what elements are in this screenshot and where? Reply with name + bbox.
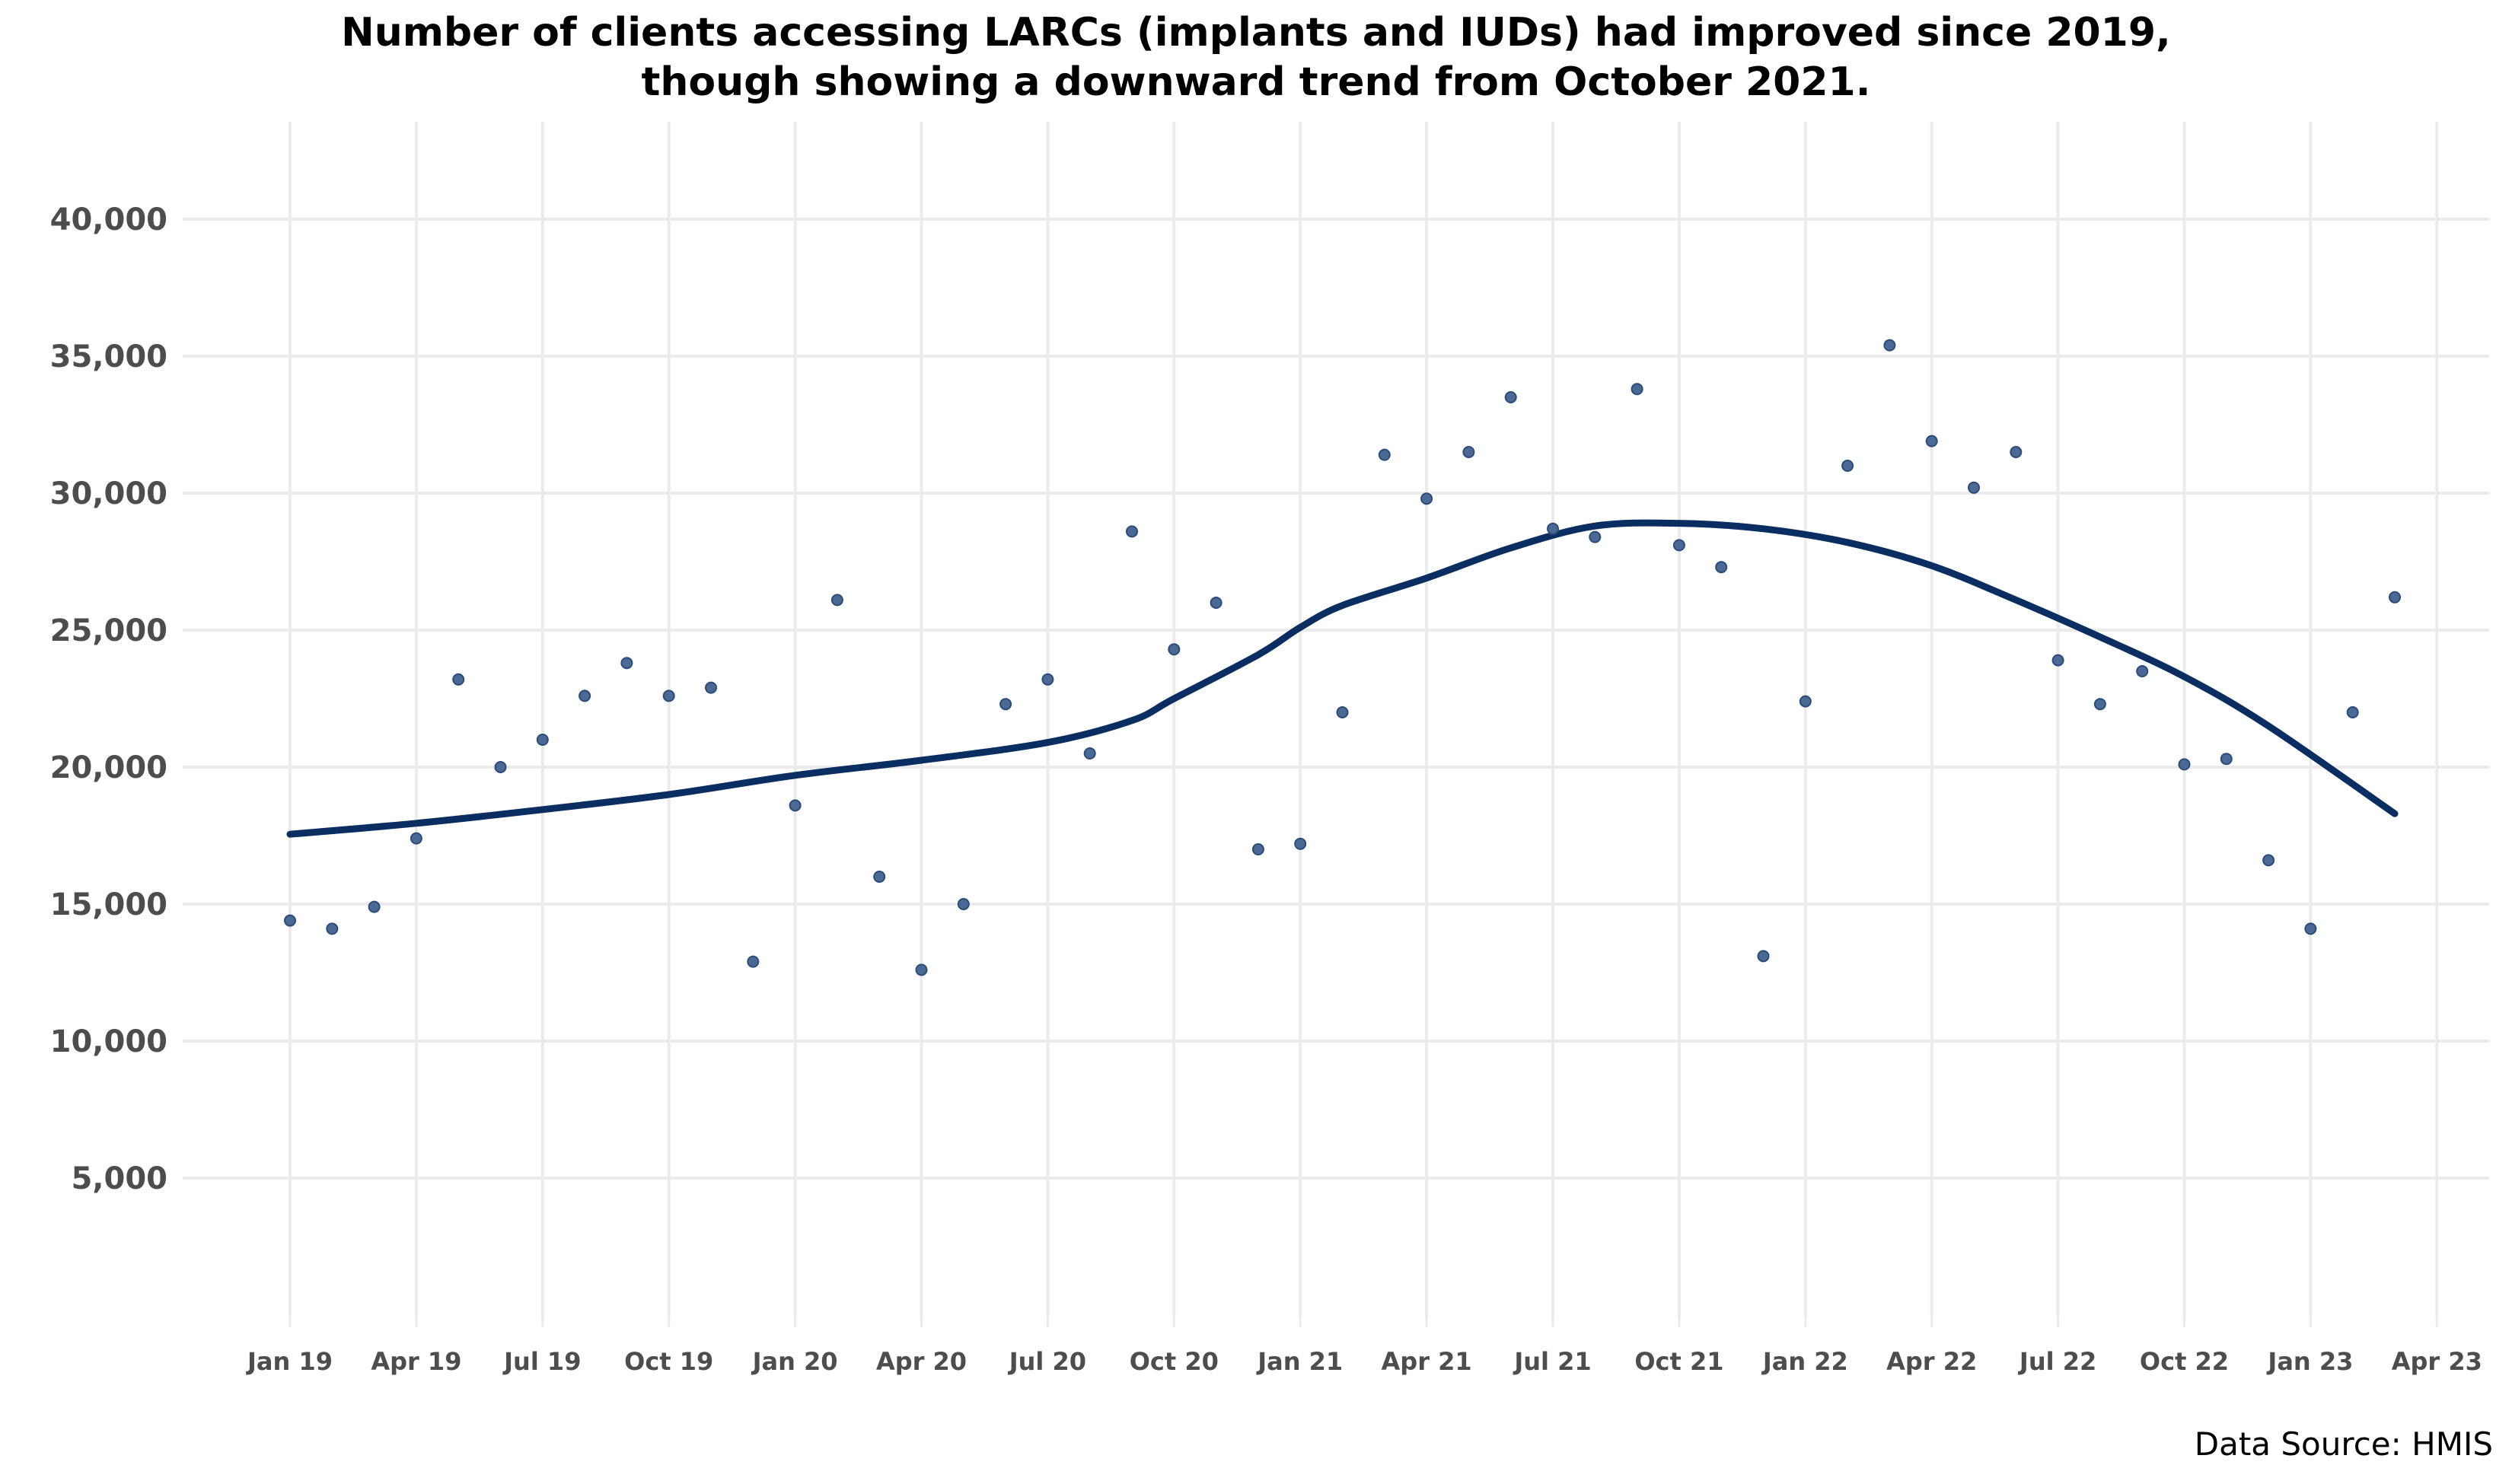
data-point — [830, 594, 843, 607]
data-point — [789, 799, 802, 812]
data-point — [452, 673, 465, 686]
data-point — [1841, 460, 1854, 472]
data-point — [1251, 843, 1264, 855]
data-point — [1210, 597, 1223, 609]
chart-title: Number of clients accessing LARCs (impla… — [341, 10, 2171, 56]
data-point — [1420, 492, 1433, 505]
x-tick-label: Oct 22 — [2140, 1347, 2229, 1376]
data-point — [2304, 922, 2317, 935]
data-point — [2220, 753, 2233, 766]
y-tick-label: 35,000 — [50, 339, 167, 374]
y-tick-label: 30,000 — [50, 476, 167, 511]
x-tick-label: Apr 22 — [1886, 1347, 1977, 1376]
data-point — [1041, 673, 1054, 686]
x-tick-label: Jan 20 — [751, 1347, 838, 1376]
data-source-caption: Data Source: HMIS — [2195, 1425, 2493, 1463]
data-point — [1757, 950, 1770, 963]
data-point — [368, 900, 381, 913]
x-tick-label: Jul 21 — [1513, 1347, 1591, 1376]
data-point — [1631, 383, 1643, 396]
data-point — [2051, 654, 2064, 667]
data-points — [284, 339, 2401, 976]
data-point — [536, 734, 549, 746]
y-tick-label: 5,000 — [71, 1161, 167, 1196]
data-point — [284, 914, 296, 927]
data-point — [1672, 539, 1685, 552]
data-point — [1799, 695, 1812, 708]
y-tick-label: 10,000 — [50, 1024, 167, 1059]
axis-labels: 5,000 10,000 15,000 20,000 25,000 30,000 35,00… — [50, 202, 2482, 1376]
x-tick-label: Jul 20 — [1008, 1347, 1086, 1376]
data-point — [1336, 706, 1349, 718]
trend-lines — [286, 519, 2399, 838]
data-point — [1925, 435, 1938, 447]
data-point — [2093, 698, 2106, 711]
data-point — [999, 698, 1012, 711]
data-point — [873, 871, 886, 883]
x-tick-label: Apr 23 — [2392, 1347, 2482, 1376]
x-tick-label: Oct 21 — [1634, 1347, 1723, 1376]
data-point — [1083, 747, 1096, 760]
data-point — [2346, 706, 2359, 718]
data-point — [579, 689, 591, 702]
data-point — [2389, 591, 2401, 603]
data-point — [2178, 758, 2191, 771]
data-point — [1589, 530, 1602, 543]
x-tick-label: Apr 19 — [371, 1347, 461, 1376]
x-tick-label: Jan 21 — [1256, 1347, 1343, 1376]
data-point — [1547, 522, 1559, 535]
data-point — [1126, 525, 1138, 538]
data-point — [1715, 561, 1728, 574]
data-point — [1462, 446, 1475, 458]
y-tick-label: 25,000 — [50, 613, 167, 648]
data-point — [1168, 643, 1181, 656]
data-point — [747, 955, 760, 968]
y-tick-label: 20,000 — [50, 750, 167, 785]
data-point — [2262, 854, 2275, 867]
data-point — [915, 963, 928, 976]
data-point — [1883, 339, 1896, 352]
x-tick-label: Jan 23 — [2266, 1347, 2353, 1376]
data-point — [410, 832, 422, 845]
x-tick-label: Jul 22 — [2018, 1347, 2096, 1376]
trend-line — [286, 519, 2399, 838]
data-point — [705, 681, 717, 694]
x-tick-label: Apr 21 — [1382, 1347, 1472, 1376]
data-point — [1378, 448, 1391, 461]
grid-lines — [183, 122, 2489, 1327]
data-point — [1294, 837, 1307, 850]
data-point — [1968, 481, 1980, 494]
x-tick-label: Jan 22 — [1761, 1347, 1848, 1376]
x-tick-label: Jul 19 — [502, 1347, 581, 1376]
x-tick-label: Jan 19 — [246, 1347, 333, 1376]
data-point — [620, 657, 633, 670]
data-point — [1504, 391, 1517, 403]
data-point — [662, 689, 675, 702]
data-point — [2010, 446, 2023, 458]
y-tick-label: 40,000 — [50, 202, 167, 237]
x-tick-label: Oct 20 — [1130, 1347, 1219, 1376]
y-tick-label: 15,000 — [50, 887, 167, 922]
data-point — [2136, 665, 2149, 677]
chart-subtitle: though showing a downward trend from Oct… — [642, 59, 1871, 105]
x-tick-label: Oct 19 — [624, 1347, 713, 1376]
data-point — [957, 898, 970, 910]
x-tick-label: Apr 20 — [876, 1347, 967, 1376]
data-point — [494, 761, 507, 773]
data-point — [326, 922, 339, 935]
